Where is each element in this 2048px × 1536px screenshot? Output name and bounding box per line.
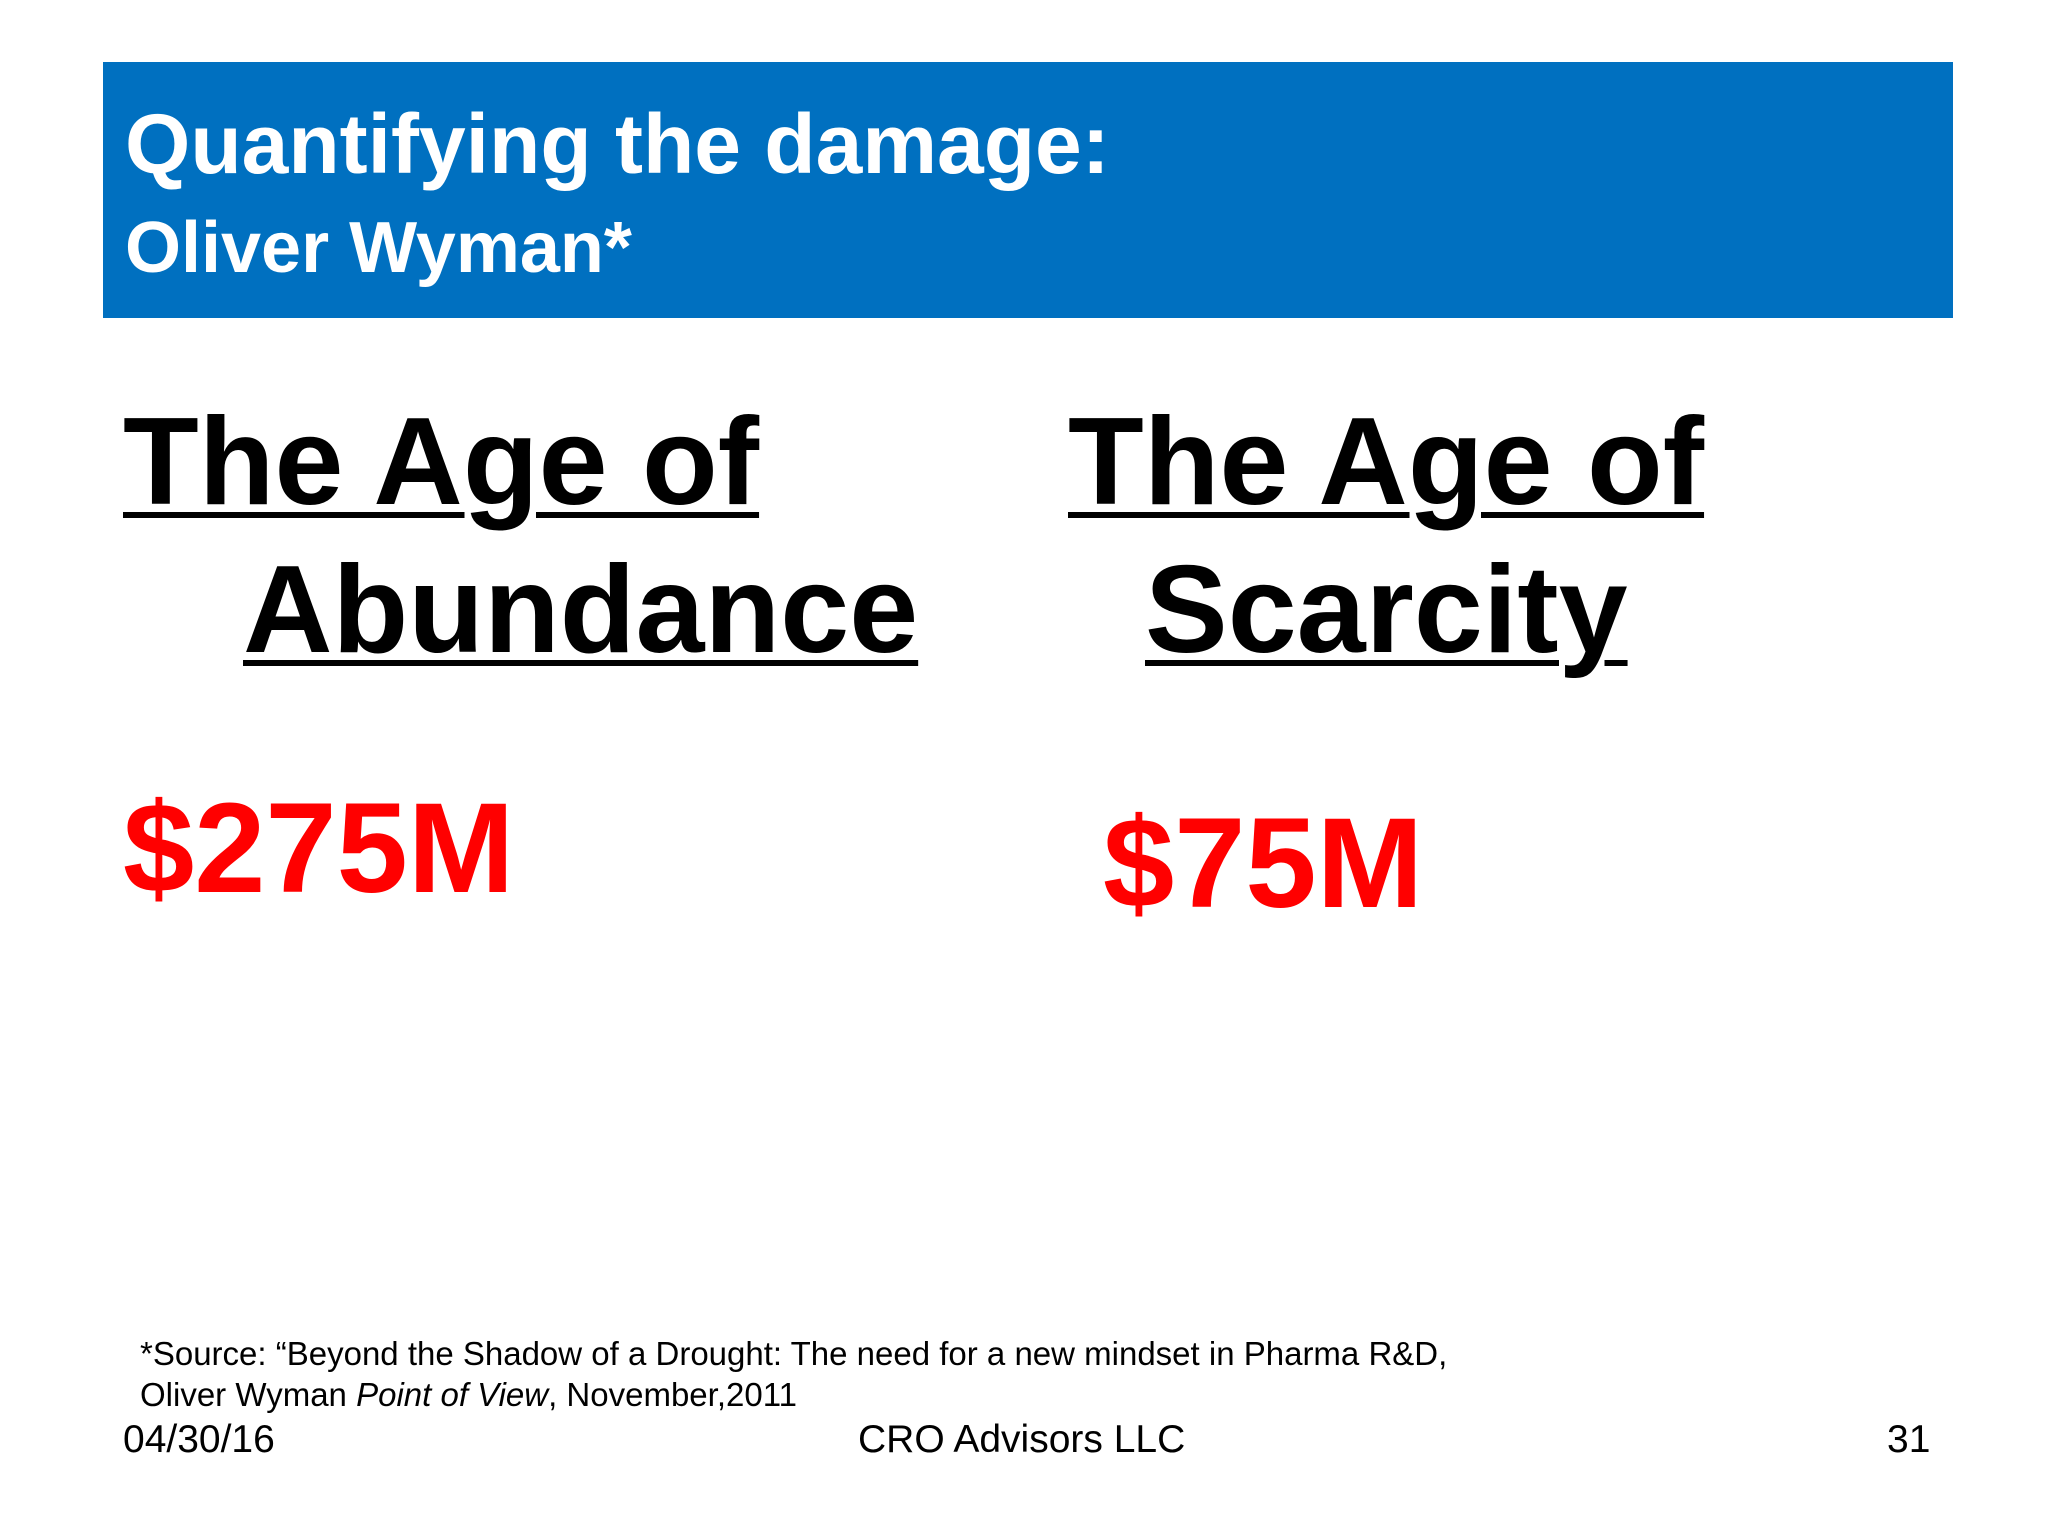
slide-subtitle: Oliver Wyman* bbox=[125, 208, 632, 288]
right-heading-line1: The Age of bbox=[1068, 393, 1705, 531]
slide-title: Quantifying the damage: bbox=[125, 97, 1110, 191]
footer-company: CRO Advisors LLC bbox=[858, 1418, 1186, 1461]
title-bar: Quantifying the damage: Oliver Wyman* bbox=[103, 62, 1953, 318]
footer-page-number: 31 bbox=[1887, 1418, 1931, 1461]
source-line1: *Source: “Beyond the Shadow of a Drought… bbox=[140, 1335, 1448, 1372]
source-line2-italic: Point of View bbox=[356, 1376, 549, 1413]
left-heading-line1: The Age of bbox=[123, 393, 760, 531]
footer-date: 04/30/16 bbox=[123, 1418, 275, 1461]
source-line2: Oliver Wyman Point of View, November,201… bbox=[140, 1374, 1447, 1415]
source-note: *Source: “Beyond the Shadow of a Drought… bbox=[140, 1333, 1447, 1415]
right-heading-line2: Scarcity bbox=[1145, 541, 1628, 679]
left-heading-line2: Abundance bbox=[243, 541, 919, 679]
source-line2-suffix: , November,2011 bbox=[548, 1376, 797, 1413]
right-value: $75M bbox=[1103, 792, 1424, 935]
source-line2-prefix: Oliver Wyman bbox=[140, 1376, 357, 1413]
left-value: $275M bbox=[123, 777, 515, 920]
